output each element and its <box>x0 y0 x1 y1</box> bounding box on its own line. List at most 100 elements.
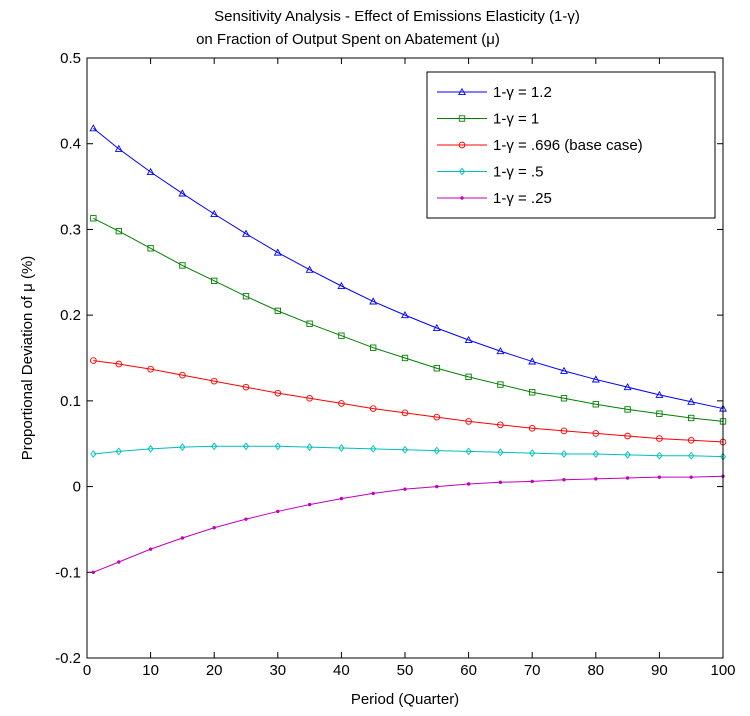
data-point <box>212 526 216 530</box>
data-point <box>274 307 281 315</box>
data-point <box>401 445 409 454</box>
data-point <box>370 344 377 351</box>
data-point <box>91 570 96 574</box>
data-point <box>656 435 663 442</box>
y-tick-label: -0.2 <box>55 650 81 667</box>
data-point <box>371 491 375 496</box>
plot-frame <box>86 57 724 659</box>
y-axis-label: Proportional Deviation of μ (%) <box>19 256 36 461</box>
data-point <box>401 311 409 319</box>
x-tick-label: 70 <box>524 662 541 679</box>
data-point <box>528 424 536 432</box>
y-tick-label: 0.5 <box>60 50 81 67</box>
data-point <box>401 409 409 417</box>
x-tick-label: 50 <box>397 662 414 679</box>
data-point <box>115 360 123 368</box>
series-5 <box>91 474 725 574</box>
legend-label: 1-γ = .5 <box>493 164 543 181</box>
data-point <box>306 394 313 402</box>
data-point <box>305 265 314 273</box>
data-point <box>623 383 632 391</box>
y-tick-label: 0.2 <box>60 307 81 324</box>
data-point <box>433 413 441 421</box>
data-point <box>114 144 123 152</box>
data-point <box>656 410 663 417</box>
data-point <box>466 482 471 486</box>
data-point <box>147 245 154 252</box>
y-tick-label: 0 <box>73 479 81 496</box>
legend-item: 1-γ = 1 <box>437 111 539 128</box>
series-3 <box>90 357 727 446</box>
legend: 1-γ = 1.2 1-γ = 1 1-γ = .696 (base case) 1-… <box>426 71 716 219</box>
data-point <box>274 442 281 451</box>
chart-title-line2: on Fraction of Output Spent on Abatement… <box>196 31 500 48</box>
data-point <box>624 432 631 440</box>
data-point <box>178 189 187 197</box>
data-point <box>560 395 568 402</box>
series-line <box>93 360 724 443</box>
y-tick-label: 0.3 <box>60 221 81 238</box>
data-point <box>242 293 250 300</box>
data-point <box>337 281 346 290</box>
data-point <box>370 444 377 453</box>
data-point <box>90 450 97 458</box>
series-layer <box>89 124 727 574</box>
legend-marker <box>458 87 466 96</box>
data-point <box>307 502 312 507</box>
series-line <box>93 127 724 410</box>
data-point <box>211 277 218 285</box>
data-point <box>210 209 219 218</box>
chart-title-line1: Sensitivity Analysis - Effect of Emissio… <box>214 8 580 25</box>
data-point <box>274 389 282 397</box>
data-point <box>115 227 122 235</box>
data-point <box>432 323 441 332</box>
data-point <box>89 124 98 132</box>
data-point <box>338 444 345 452</box>
legend-item: 1-γ = .25 <box>437 190 552 207</box>
data-point <box>369 297 378 305</box>
data-point <box>179 262 186 269</box>
data-point <box>465 418 472 425</box>
data-point <box>464 335 473 344</box>
data-point <box>338 332 345 339</box>
data-point <box>306 320 313 327</box>
series-line <box>93 217 724 422</box>
data-point <box>560 366 568 374</box>
data-point <box>146 167 155 176</box>
data-point <box>687 397 696 405</box>
data-point <box>435 484 439 489</box>
data-point <box>657 475 662 479</box>
x-tick-label: 100 <box>710 662 735 679</box>
data-point <box>465 373 472 381</box>
legend-marker <box>458 141 466 149</box>
data-point <box>115 447 122 456</box>
data-point <box>210 377 218 385</box>
data-point <box>655 390 664 398</box>
data-point <box>242 442 250 451</box>
legend-item: 1-γ = .5 <box>437 164 543 181</box>
x-tick-label: 60 <box>460 662 477 679</box>
data-point <box>592 450 599 458</box>
data-point <box>147 444 154 453</box>
data-point <box>562 478 566 482</box>
legend-item: 1-γ = 1.2 <box>437 84 552 101</box>
data-point <box>498 480 503 484</box>
data-point <box>273 248 282 256</box>
data-point <box>689 475 693 479</box>
y-tick-label: 0.1 <box>60 393 81 410</box>
data-point <box>687 436 695 444</box>
x-tick-label: 80 <box>587 662 604 679</box>
data-point <box>530 479 534 484</box>
series-2 <box>90 215 727 425</box>
legend-marker <box>460 196 464 200</box>
data-point <box>276 509 280 514</box>
data-point <box>306 443 313 452</box>
data-point <box>656 451 663 460</box>
data-point <box>496 347 505 355</box>
x-tick-label: 20 <box>206 662 223 679</box>
data-point <box>433 365 440 372</box>
data-point <box>497 448 504 457</box>
data-point <box>529 449 536 458</box>
series-1 <box>89 124 727 412</box>
data-point <box>594 477 598 481</box>
